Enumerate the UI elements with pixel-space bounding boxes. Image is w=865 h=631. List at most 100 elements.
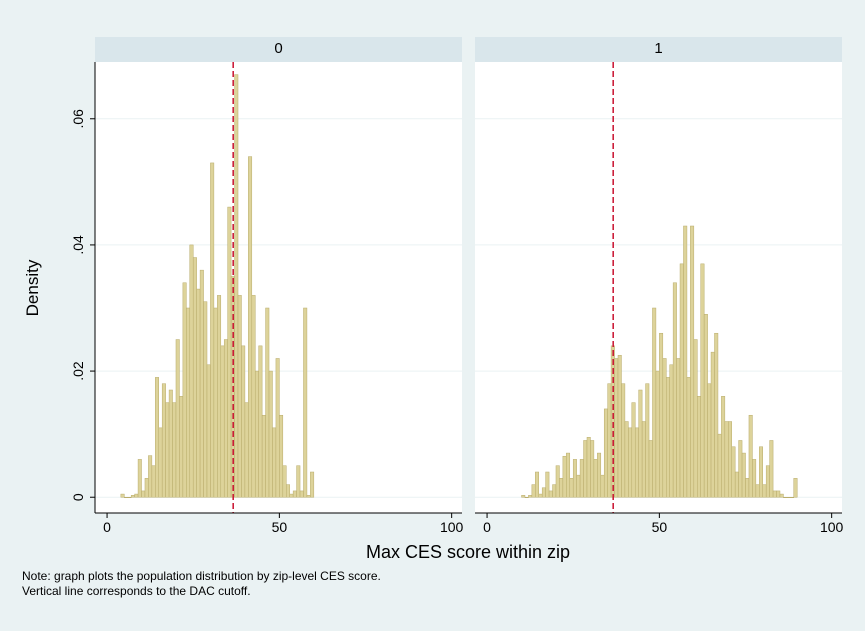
- y-tick-label: .04: [70, 235, 86, 255]
- histogram-bar: [206, 364, 211, 498]
- histogram-bar: [672, 282, 677, 498]
- histogram-bar: [120, 493, 125, 498]
- histogram-bar: [199, 269, 204, 498]
- histogram-bar: [182, 282, 187, 498]
- histogram-bar: [265, 307, 270, 498]
- histogram-bar: [666, 377, 670, 498]
- histogram-bar: [662, 358, 667, 498]
- histogram-bar: [268, 370, 273, 498]
- histogram-bar: [210, 162, 215, 498]
- histogram-bar: [572, 459, 577, 498]
- histogram-bar: [528, 495, 533, 498]
- histogram-bar: [721, 396, 726, 498]
- histogram-bar: [593, 459, 598, 498]
- histogram-bar: [690, 225, 695, 498]
- histogram-bar: [172, 402, 177, 498]
- panel-title: 1: [654, 40, 662, 57]
- histogram-bar: [217, 295, 222, 498]
- histogram-bar: [790, 496, 795, 498]
- histogram-bar: [192, 257, 197, 498]
- histogram-bar: [669, 364, 674, 498]
- y-tick-label: 0: [70, 493, 86, 501]
- histogram-bar: [137, 459, 142, 498]
- histogram-bar: [286, 484, 290, 498]
- histogram-bar: [148, 455, 153, 498]
- histogram-bar: [559, 478, 564, 498]
- histogram-bar: [776, 490, 781, 498]
- histogram-bar: [686, 377, 691, 498]
- histogram-bar: [621, 383, 626, 498]
- histogram-bar: [569, 478, 574, 498]
- histogram-bar: [786, 496, 791, 498]
- histogram-bar: [741, 452, 746, 498]
- histogram-bar: [714, 332, 719, 498]
- histogram-bar: [645, 383, 650, 498]
- histogram-bar: [710, 351, 715, 498]
- histogram-bar: [541, 487, 546, 498]
- histogram-bar: [241, 345, 246, 498]
- histogram-bar: [303, 307, 308, 498]
- histogram-bar: [165, 402, 170, 498]
- panel-title: 0: [274, 40, 282, 57]
- histogram-bar: [223, 339, 228, 498]
- histogram-bar: [124, 496, 128, 498]
- histogram-bar: [203, 301, 208, 498]
- histogram-bar: [724, 421, 729, 498]
- histogram-bar: [783, 496, 788, 498]
- histogram-bar: [586, 437, 591, 498]
- histogram-bar: [306, 495, 311, 498]
- histogram-bar: [597, 452, 602, 498]
- histogram-bar: [793, 478, 798, 498]
- histogram-bar: [617, 355, 622, 498]
- histogram-bar: [531, 484, 536, 498]
- histogram-bar: [624, 421, 629, 498]
- histogram-bar: [576, 474, 581, 498]
- histogram-bar: [707, 383, 712, 498]
- histogram-bar: [683, 225, 688, 498]
- y-tick-label: .02: [70, 361, 86, 381]
- histogram-bar: [151, 465, 156, 498]
- histogram-bar: [299, 490, 304, 498]
- histogram-bar: [717, 433, 722, 498]
- histogram-bar: [189, 244, 194, 498]
- histogram-bar: [745, 478, 750, 498]
- histogram-bar: [631, 402, 636, 498]
- histogram-bar: [130, 495, 135, 498]
- histogram-bar: [127, 496, 132, 498]
- histogram-bar: [161, 383, 166, 498]
- histogram-bar: [134, 493, 139, 498]
- histogram-bar: [555, 465, 560, 498]
- histogram-bar: [213, 307, 218, 498]
- histogram-bar: [738, 440, 743, 498]
- panel-strip: [475, 37, 842, 62]
- histogram-bar: [244, 402, 249, 498]
- x-axis-label: Max CES score within zip: [366, 542, 570, 562]
- histogram-bar: [655, 370, 660, 498]
- histogram-bar: [562, 455, 567, 498]
- histogram-bar: [693, 339, 698, 498]
- histogram-bar: [552, 484, 557, 498]
- histogram-bar: [251, 295, 256, 498]
- histogram-bar: [292, 490, 297, 498]
- x-tick-label: 100: [440, 519, 464, 535]
- histogram-bar: [759, 446, 763, 498]
- histogram-bar: [748, 414, 753, 498]
- histogram-bar: [279, 414, 284, 498]
- histogram-bar: [141, 490, 146, 498]
- y-tick-label: .06: [70, 109, 86, 129]
- histogram-bar: [628, 427, 633, 498]
- histogram-bar: [261, 414, 266, 498]
- histogram-bar: [168, 389, 173, 498]
- histogram-bar: [638, 389, 643, 498]
- histogram-bar: [275, 358, 280, 498]
- histogram-bar: [524, 496, 529, 498]
- histogram-bar: [175, 339, 180, 498]
- histogram-bar: [548, 490, 553, 498]
- histogram-bar: [579, 459, 584, 498]
- histogram-bar: [289, 493, 294, 498]
- histogram-bar: [703, 314, 708, 498]
- x-tick-label: 50: [652, 519, 668, 535]
- panel-strip: [95, 37, 462, 62]
- y-axis-label: Density: [23, 259, 42, 316]
- histogram-bar: [248, 156, 253, 498]
